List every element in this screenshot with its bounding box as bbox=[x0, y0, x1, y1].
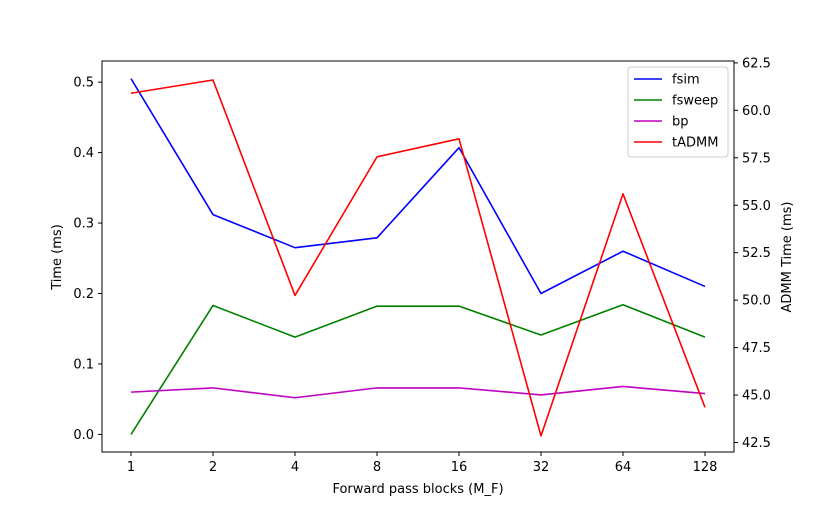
y-axis-right: 42.5 45.0 47.5 50.0 52.5 55.0 57.5 60.0 62.5 bbox=[734, 56, 771, 451]
y-left-tick-label: 0.3 bbox=[73, 217, 94, 232]
y-axis-label-left: Time (ms) bbox=[50, 224, 65, 291]
x-tick-label: 32 bbox=[533, 460, 550, 475]
legend-label-bp: bp bbox=[672, 115, 689, 130]
y-left-tick-label: 0.5 bbox=[73, 76, 94, 91]
legend: fsim fsweep bp tADMM bbox=[627, 66, 729, 158]
x-tick-label: 128 bbox=[693, 460, 718, 475]
y-left-tick-label: 0.0 bbox=[73, 428, 94, 443]
legend-label-fsweep: fsweep bbox=[672, 94, 718, 109]
x-axis: 1 2 4 8 16 32 64 128 bbox=[127, 452, 718, 475]
y-right-tick-label: 62.5 bbox=[742, 56, 771, 71]
y-axis-label-right: ADMM Time (ms) bbox=[780, 202, 795, 313]
y-left-tick-label: 0.4 bbox=[73, 146, 94, 161]
x-tick-label: 4 bbox=[291, 460, 299, 475]
series-line-tADMM bbox=[130, 79, 706, 437]
legend-box bbox=[627, 66, 729, 158]
y-left-tick-label: 0.2 bbox=[73, 287, 94, 302]
x-tick-label: 1 bbox=[127, 460, 135, 475]
x-tick-label: 8 bbox=[373, 460, 381, 475]
legend-label-tADMM: tADMM bbox=[672, 136, 718, 151]
x-tick-label: 16 bbox=[451, 460, 468, 475]
y-right-tick-label: 52.5 bbox=[742, 246, 771, 261]
series-line-fsim bbox=[130, 78, 706, 295]
y-axis-left: 0.0 0.1 0.2 0.3 0.4 0.5 bbox=[73, 76, 102, 443]
x-axis-label: Forward pass blocks (M_F) bbox=[332, 482, 503, 497]
legend-label-fsim: fsim bbox=[672, 73, 700, 88]
y-right-tick-label: 42.5 bbox=[742, 436, 771, 451]
x-tick-label: 64 bbox=[615, 460, 632, 475]
y-right-tick-label: 57.5 bbox=[742, 151, 771, 166]
y-right-tick-label: 55.0 bbox=[742, 199, 771, 214]
y-right-tick-label: 60.0 bbox=[742, 104, 771, 119]
y-right-tick-label: 45.0 bbox=[742, 389, 771, 404]
plot-frame bbox=[101, 60, 735, 453]
series-line-fsweep bbox=[130, 303, 706, 435]
y-right-tick-label: 47.5 bbox=[742, 341, 771, 356]
series-line-bp bbox=[130, 385, 706, 399]
y-left-tick-label: 0.1 bbox=[73, 357, 94, 372]
x-tick-label: 2 bbox=[209, 460, 217, 475]
series-layer bbox=[130, 78, 706, 437]
y-right-tick-label: 50.0 bbox=[742, 294, 771, 309]
